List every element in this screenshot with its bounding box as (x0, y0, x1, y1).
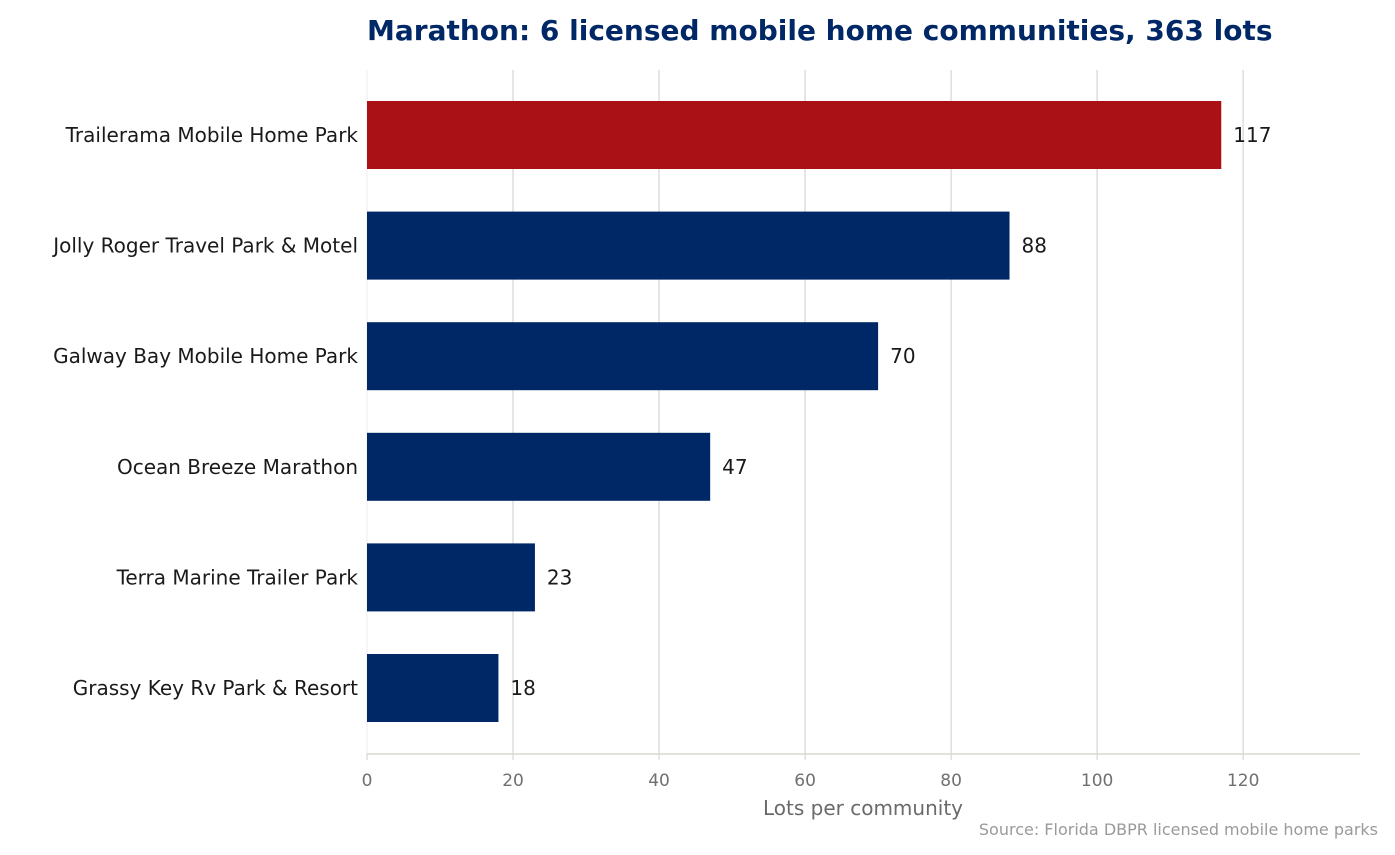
value-label: 70 (890, 344, 915, 368)
x-tick-label: 100 (1081, 771, 1113, 791)
bar (367, 322, 879, 391)
x-tick-label: 80 (940, 771, 962, 791)
x-tick-label: 20 (502, 771, 524, 791)
bar (367, 543, 535, 612)
category-label: Galway Bay Mobile Home Park (53, 344, 358, 368)
value-label: 23 (547, 565, 572, 589)
grid-lines (366, 70, 1244, 754)
category-labels: Trailerama Mobile Home Park Jolly Roger T… (51, 123, 358, 700)
value-labels: 117 88 70 47 23 18 (510, 123, 1271, 700)
value-label: 88 (1022, 234, 1047, 258)
bar (367, 432, 711, 501)
category-label: Trailerama Mobile Home Park (65, 123, 359, 147)
bars (367, 101, 1222, 722)
x-axis: 0 20 40 60 80 100 120 (362, 753, 1360, 791)
value-label: 18 (510, 676, 535, 700)
bar (367, 654, 499, 722)
category-label: Terra Marine Trailer Park (116, 565, 359, 589)
x-tick-label: 0 (362, 771, 373, 791)
x-tick-label: 40 (648, 771, 670, 791)
category-label: Grassy Key Rv Park & Resort (73, 676, 358, 700)
category-label: Jolly Roger Travel Park & Motel (51, 234, 358, 258)
x-tick-label: 120 (1227, 771, 1259, 791)
category-label: Ocean Breeze Marathon (117, 455, 358, 479)
value-label: 117 (1233, 123, 1271, 147)
value-label: 47 (722, 455, 747, 479)
bar (367, 101, 1222, 169)
chart-title: Marathon: 6 licensed mobile home communi… (367, 14, 1273, 47)
x-axis-title: Lots per community (763, 796, 963, 820)
bar (367, 211, 1010, 280)
source-note: Source: Florida DBPR licensed mobile hom… (979, 820, 1378, 839)
x-tick-label: 60 (794, 771, 816, 791)
